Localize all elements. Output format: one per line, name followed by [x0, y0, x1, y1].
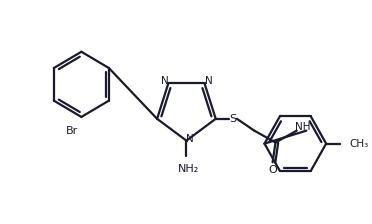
Text: N: N: [186, 134, 194, 144]
Text: NH₂: NH₂: [178, 164, 199, 174]
Text: N: N: [205, 76, 212, 86]
Text: Br: Br: [66, 126, 78, 136]
Text: O: O: [268, 165, 277, 175]
Text: N: N: [161, 76, 168, 86]
Text: NH: NH: [295, 122, 310, 132]
Text: S: S: [230, 114, 237, 124]
Text: CH₃: CH₃: [349, 139, 369, 149]
